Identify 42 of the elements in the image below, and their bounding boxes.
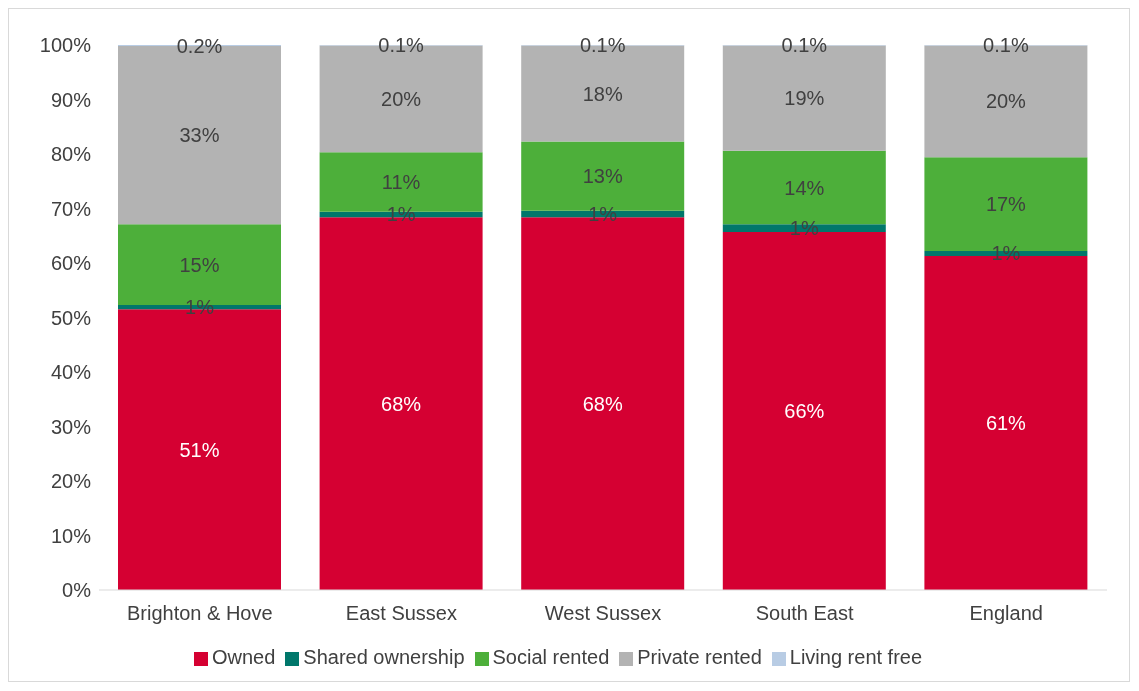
y-tick-label: 100% <box>39 34 92 57</box>
y-tick-label: 20% <box>50 470 92 493</box>
data-label: 0.1% <box>983 34 1029 57</box>
x-tick-label: Brighton & Hove <box>126 602 273 625</box>
data-label: 17% <box>985 193 1027 216</box>
data-label: 19% <box>784 87 825 110</box>
legend-label: Living rent free <box>789 646 923 668</box>
data-label: 51% <box>179 438 220 461</box>
x-tick-label: South East <box>755 602 854 625</box>
legend-label: Social rented <box>492 646 610 668</box>
y-tick-label: 40% <box>50 361 92 384</box>
data-label: 15% <box>179 253 220 276</box>
data-label: 20% <box>985 90 1027 113</box>
data-label: 61% <box>985 411 1027 434</box>
data-label: 33% <box>179 124 220 147</box>
x-tick-label: West Sussex <box>544 602 662 625</box>
data-label: 68% <box>381 392 422 415</box>
data-label: 0.1% <box>781 34 828 57</box>
data-label: 18% <box>582 82 623 105</box>
data-label: 1% <box>185 296 215 319</box>
y-tick-label: 80% <box>50 143 92 166</box>
y-tick-label: 50% <box>50 306 92 329</box>
data-label: 0.1% <box>378 34 425 57</box>
y-tick-label: 0% <box>62 579 92 602</box>
y-tick-label: 90% <box>50 88 92 111</box>
legend-label: Private rented <box>637 646 762 668</box>
y-tick-label: 30% <box>50 415 92 438</box>
data-label: 0.2% <box>176 34 223 57</box>
x-tick-label: East Sussex <box>345 602 457 625</box>
y-tick-label: 60% <box>50 252 92 275</box>
data-label: 14% <box>784 176 825 199</box>
data-label: 68% <box>582 392 623 415</box>
y-tick-label: 70% <box>50 197 92 220</box>
legend-label: Owned <box>211 646 276 668</box>
data-label: 20% <box>381 87 422 110</box>
x-tick-label: England <box>969 602 1043 625</box>
y-tick-label: 10% <box>50 524 92 547</box>
data-label: 0.1% <box>579 34 626 57</box>
legend-label: Shared ownership <box>303 646 465 668</box>
data-label: 66% <box>784 399 825 422</box>
data-label: 13% <box>582 165 623 188</box>
data-label: 11% <box>381 171 421 194</box>
